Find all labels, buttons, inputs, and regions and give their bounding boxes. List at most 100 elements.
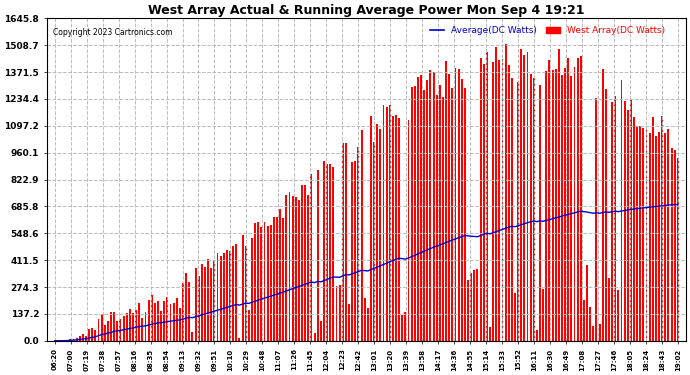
Bar bbox=[420, 75, 422, 341]
Bar bbox=[404, 312, 406, 341]
Bar bbox=[241, 235, 244, 341]
Bar bbox=[627, 110, 629, 341]
Bar bbox=[144, 312, 146, 341]
Bar bbox=[392, 116, 394, 341]
Bar bbox=[486, 52, 488, 341]
Bar bbox=[188, 282, 190, 341]
Bar bbox=[477, 270, 478, 341]
Bar bbox=[355, 160, 356, 341]
Bar bbox=[276, 217, 278, 341]
Bar bbox=[95, 330, 97, 341]
Bar bbox=[333, 167, 335, 341]
Bar bbox=[495, 47, 497, 341]
Text: Copyright 2023 Cartronics.com: Copyright 2023 Cartronics.com bbox=[53, 28, 172, 37]
Bar bbox=[599, 324, 600, 341]
Bar bbox=[533, 78, 535, 341]
Bar bbox=[126, 313, 128, 341]
Bar bbox=[633, 117, 635, 341]
Bar bbox=[251, 238, 253, 341]
Bar bbox=[70, 339, 71, 341]
Bar bbox=[154, 303, 156, 341]
Bar bbox=[304, 185, 306, 341]
Bar bbox=[288, 192, 290, 341]
Bar bbox=[185, 273, 187, 341]
Bar bbox=[640, 126, 641, 341]
Bar bbox=[448, 74, 450, 341]
Bar bbox=[364, 297, 366, 341]
Bar bbox=[367, 308, 368, 341]
Bar bbox=[502, 59, 504, 341]
Bar bbox=[646, 130, 647, 341]
Bar bbox=[88, 329, 90, 341]
Bar bbox=[642, 128, 644, 341]
Bar bbox=[286, 195, 287, 341]
Bar bbox=[423, 90, 425, 341]
Bar bbox=[123, 316, 124, 341]
Bar bbox=[348, 304, 350, 341]
Bar bbox=[210, 268, 213, 341]
Bar bbox=[561, 75, 563, 341]
Bar bbox=[498, 60, 500, 341]
Bar bbox=[380, 129, 382, 341]
Bar bbox=[176, 298, 178, 341]
Bar bbox=[339, 285, 341, 341]
Bar bbox=[110, 312, 112, 341]
Legend: Average(DC Watts), West Array(DC Watts): Average(DC Watts), West Array(DC Watts) bbox=[426, 23, 669, 39]
Bar bbox=[101, 314, 103, 341]
Bar bbox=[480, 58, 482, 341]
Bar bbox=[618, 290, 620, 341]
Bar bbox=[257, 222, 259, 341]
Bar bbox=[254, 224, 256, 341]
Bar bbox=[307, 195, 309, 341]
Bar bbox=[170, 304, 172, 341]
Bar bbox=[129, 309, 131, 341]
Bar bbox=[395, 115, 397, 341]
Bar bbox=[160, 311, 162, 341]
Bar bbox=[217, 253, 219, 341]
Bar bbox=[558, 49, 560, 341]
Bar bbox=[408, 120, 409, 341]
Bar bbox=[614, 96, 616, 341]
Bar bbox=[151, 294, 152, 341]
Bar bbox=[229, 251, 231, 341]
Bar bbox=[164, 301, 165, 341]
Bar bbox=[323, 161, 325, 341]
Bar bbox=[388, 105, 391, 341]
Bar bbox=[677, 158, 679, 341]
Bar bbox=[398, 118, 400, 341]
Bar bbox=[213, 260, 215, 341]
Bar bbox=[282, 217, 284, 341]
Bar bbox=[335, 285, 337, 341]
Bar bbox=[411, 87, 413, 341]
Bar bbox=[182, 283, 184, 341]
Bar bbox=[104, 325, 106, 341]
Bar bbox=[549, 60, 551, 341]
Bar bbox=[107, 321, 109, 341]
Bar bbox=[470, 273, 472, 341]
Bar bbox=[518, 82, 519, 341]
Bar bbox=[661, 116, 663, 341]
Bar bbox=[573, 68, 575, 341]
Bar bbox=[317, 170, 319, 341]
Bar bbox=[542, 289, 544, 341]
Bar bbox=[239, 338, 240, 341]
Bar bbox=[652, 117, 653, 341]
Bar bbox=[166, 297, 168, 341]
Bar bbox=[138, 303, 140, 341]
Bar bbox=[442, 97, 444, 341]
Bar bbox=[204, 267, 206, 341]
Bar bbox=[301, 185, 303, 341]
Bar bbox=[266, 226, 268, 341]
Bar bbox=[577, 58, 579, 341]
Bar bbox=[595, 98, 598, 341]
Bar bbox=[551, 70, 553, 341]
Bar bbox=[66, 340, 68, 341]
Bar bbox=[611, 102, 613, 341]
Bar bbox=[664, 133, 667, 341]
Bar bbox=[451, 88, 453, 341]
Bar bbox=[455, 68, 457, 341]
Bar bbox=[326, 164, 328, 341]
Bar bbox=[489, 327, 491, 341]
Bar bbox=[402, 315, 403, 341]
Bar bbox=[219, 256, 221, 341]
